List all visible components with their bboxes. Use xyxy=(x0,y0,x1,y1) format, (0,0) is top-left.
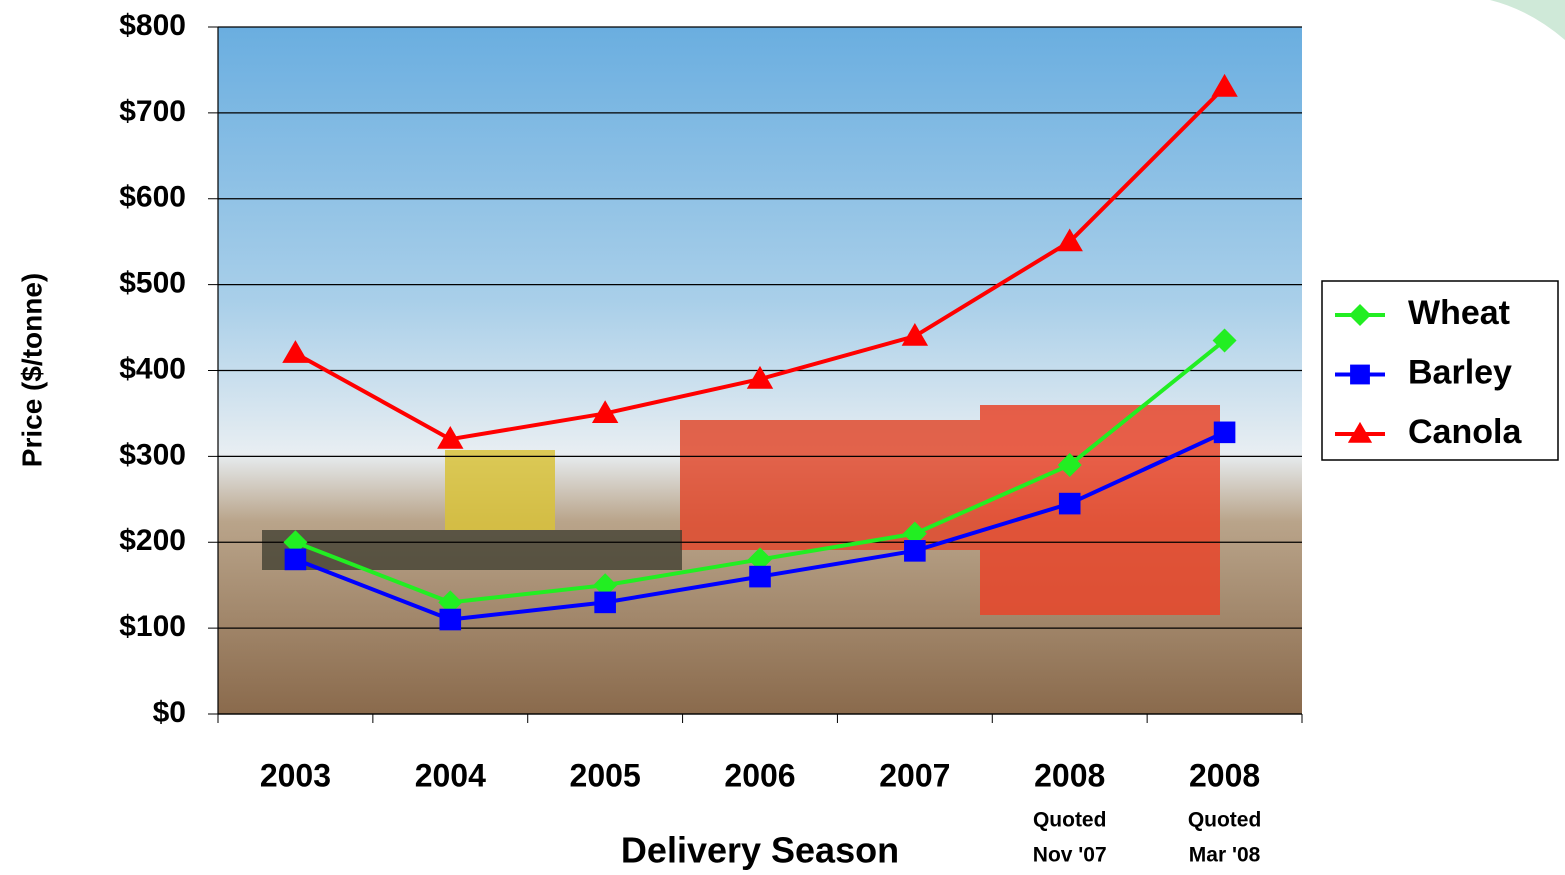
x-tick-label: 2003 xyxy=(260,757,331,793)
data-point xyxy=(285,549,307,571)
legend-label: Canola xyxy=(1408,413,1522,451)
y-tick-label: $100 xyxy=(119,610,186,643)
legend-label: Barley xyxy=(1408,353,1512,391)
y-tick-label: $400 xyxy=(119,352,186,385)
data-point xyxy=(594,592,616,614)
x-tick-note: Mar '08 xyxy=(1189,844,1261,867)
data-point xyxy=(439,609,461,631)
x-tick-label: 2006 xyxy=(724,757,795,793)
x-tick-label: 2004 xyxy=(415,757,486,793)
y-tick-label: $500 xyxy=(119,267,186,300)
photo-truck-cab xyxy=(980,405,1220,615)
x-tick-label: 2005 xyxy=(570,757,641,793)
y-tick-label: $200 xyxy=(119,524,186,557)
x-axis-label: Delivery Season xyxy=(621,830,899,871)
y-tick-label: $800 xyxy=(119,9,186,42)
x-tick-label: 2008 xyxy=(1034,757,1105,793)
photo-harvester xyxy=(445,450,555,530)
data-point xyxy=(1214,422,1236,444)
y-tick-label: $0 xyxy=(153,696,186,729)
decoration xyxy=(1490,0,1565,40)
legend-label: Wheat xyxy=(1408,294,1510,332)
x-tick-label: 2008 xyxy=(1189,757,1260,793)
legend-marker xyxy=(1350,365,1370,385)
photo-header xyxy=(262,530,682,570)
photo-truck xyxy=(680,420,980,550)
x-tick-label: 2007 xyxy=(879,757,950,793)
chart: Price ($/tonne) Delivery Season $0 $100 $2… xyxy=(0,0,1565,875)
data-point xyxy=(1059,493,1081,515)
y-tick-label: $600 xyxy=(119,181,186,214)
x-tick-note: Quoted xyxy=(1188,809,1262,832)
x-tick-note: Quoted xyxy=(1033,809,1107,832)
data-point xyxy=(904,540,926,562)
x-tick-note: Nov '07 xyxy=(1033,844,1107,867)
y-axis-label: Price ($/tonne) xyxy=(16,273,47,467)
y-tick-label: $300 xyxy=(119,438,186,471)
y-tick-label: $700 xyxy=(119,95,186,128)
data-point xyxy=(749,566,771,588)
